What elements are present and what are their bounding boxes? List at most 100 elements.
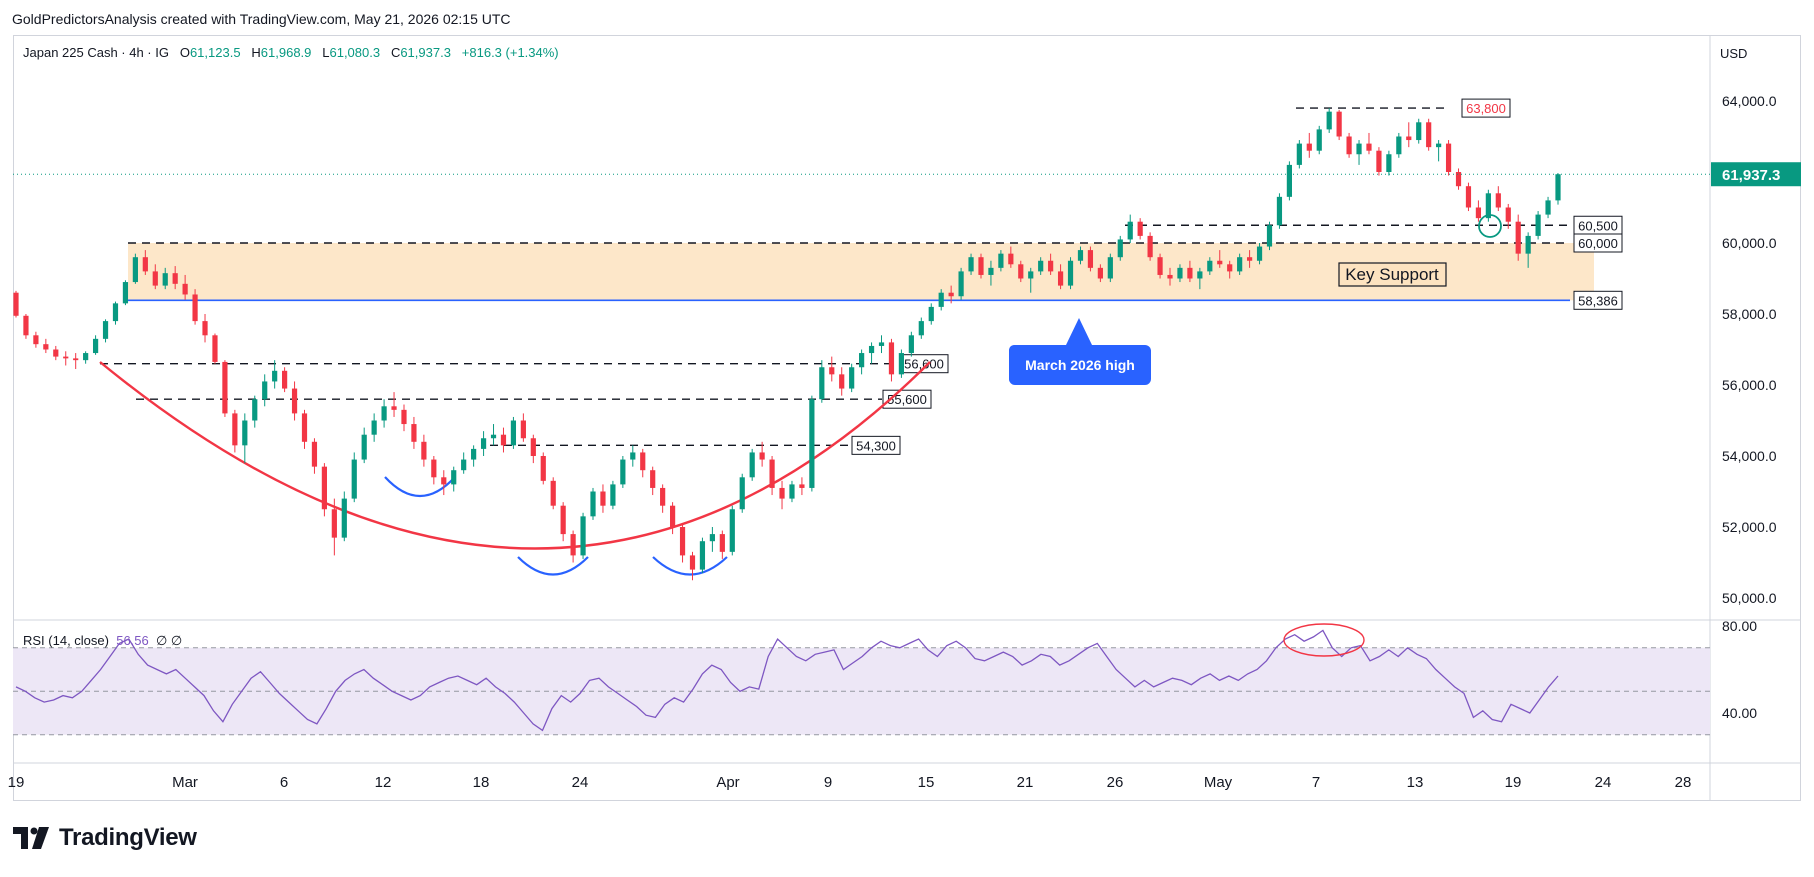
candle — [849, 363, 855, 393]
candle-body — [23, 315, 29, 336]
x-axis-tick-label: 9 — [824, 774, 832, 791]
candle-body — [301, 413, 308, 442]
candle-body — [73, 358, 79, 361]
candle-body — [928, 306, 934, 322]
last-price-label: 61,937.3 — [1722, 167, 1780, 184]
candle-body — [1356, 143, 1362, 155]
candle-body — [1555, 174, 1561, 201]
candle-body — [1545, 200, 1551, 215]
candle — [898, 349, 905, 378]
candle-body — [878, 342, 885, 346]
candle-body — [1495, 193, 1501, 208]
candle-body — [1038, 260, 1044, 272]
candle-body — [829, 367, 835, 375]
rsi-line — [15, 629, 1559, 732]
candle — [1475, 200, 1482, 222]
footer-brand: TradingView — [13, 824, 197, 852]
candle-body — [391, 406, 397, 410]
candle — [600, 484, 606, 513]
candle-body — [1197, 271, 1203, 279]
candle — [1306, 132, 1312, 158]
candle — [530, 434, 536, 464]
level-label-58,386: 58,386 — [1578, 293, 1618, 308]
rsi-label[interactable]: RSI (14, close) — [23, 633, 109, 648]
x-axis-tick-label: 19 — [1505, 774, 1522, 791]
candle — [33, 331, 39, 348]
candle — [1396, 132, 1402, 158]
candle — [63, 351, 69, 366]
candle — [112, 301, 119, 325]
candle-body — [849, 367, 855, 389]
candle-body — [162, 273, 168, 286]
candle — [640, 448, 646, 478]
candle — [152, 264, 158, 290]
candle-body — [451, 470, 457, 485]
candle — [1008, 246, 1014, 268]
candle-body — [83, 353, 89, 361]
candle — [53, 345, 59, 361]
candle — [1356, 140, 1362, 165]
candle — [1505, 203, 1511, 229]
candle-body — [92, 338, 99, 354]
candle-body — [719, 534, 725, 552]
candle-body — [242, 420, 248, 446]
candle — [1038, 257, 1044, 275]
candle — [351, 452, 357, 503]
candle-body — [988, 267, 994, 275]
candle-body — [431, 459, 437, 478]
candle — [819, 360, 825, 403]
candle — [839, 367, 845, 396]
candle — [729, 505, 735, 556]
candle — [580, 512, 586, 559]
candle-body — [500, 434, 507, 446]
candle-body — [610, 484, 616, 506]
candle-body — [421, 441, 427, 460]
candle — [1296, 140, 1302, 169]
candle-body — [1048, 260, 1054, 272]
candle — [590, 487, 596, 520]
candle — [1197, 267, 1203, 290]
candle — [809, 395, 815, 492]
candle — [1147, 232, 1153, 261]
candle-body — [182, 283, 188, 295]
rsi-legend: RSI (14, close) 56.56 ∅ ∅ — [23, 633, 182, 649]
candle — [1187, 260, 1193, 283]
candle-body — [480, 438, 487, 449]
candle — [1097, 264, 1103, 283]
candle — [709, 527, 715, 552]
y-axis-tick-label: 56,000.0 — [1722, 377, 1777, 393]
candle — [401, 404, 407, 432]
candle — [1217, 250, 1223, 268]
rsi-tick-label: 40.00 — [1722, 705, 1757, 721]
candle — [1326, 108, 1332, 133]
candle-body — [1316, 129, 1322, 151]
candle-body — [33, 335, 39, 345]
candle — [749, 448, 755, 481]
candle — [1525, 232, 1531, 268]
candle-body — [321, 466, 327, 510]
rsi-tick-label: 80.00 — [1722, 618, 1757, 634]
currency-label[interactable]: USD — [1720, 46, 1748, 61]
candle-body — [1237, 257, 1243, 272]
candle-body — [819, 367, 825, 400]
candle-body — [650, 470, 656, 488]
candle — [1535, 211, 1541, 240]
candle-body — [1505, 207, 1511, 222]
candle — [868, 342, 875, 364]
level-label-63,800: 63,800 — [1466, 101, 1506, 116]
candle — [540, 452, 546, 485]
x-axis-tick-label: 19 — [8, 774, 25, 791]
symbol-name[interactable]: Japan 225 Cash · 4h · IG — [23, 45, 169, 60]
candle — [1177, 264, 1183, 283]
candle — [371, 413, 377, 442]
candle-body — [192, 294, 198, 322]
candle-body — [799, 484, 805, 488]
last-price-badge — [1711, 162, 1801, 187]
candle — [381, 399, 387, 428]
candle — [520, 413, 526, 442]
candle — [212, 333, 218, 364]
candle-body — [660, 487, 666, 506]
high-value: 61,968.9 — [260, 45, 312, 60]
candle-body — [471, 448, 477, 460]
